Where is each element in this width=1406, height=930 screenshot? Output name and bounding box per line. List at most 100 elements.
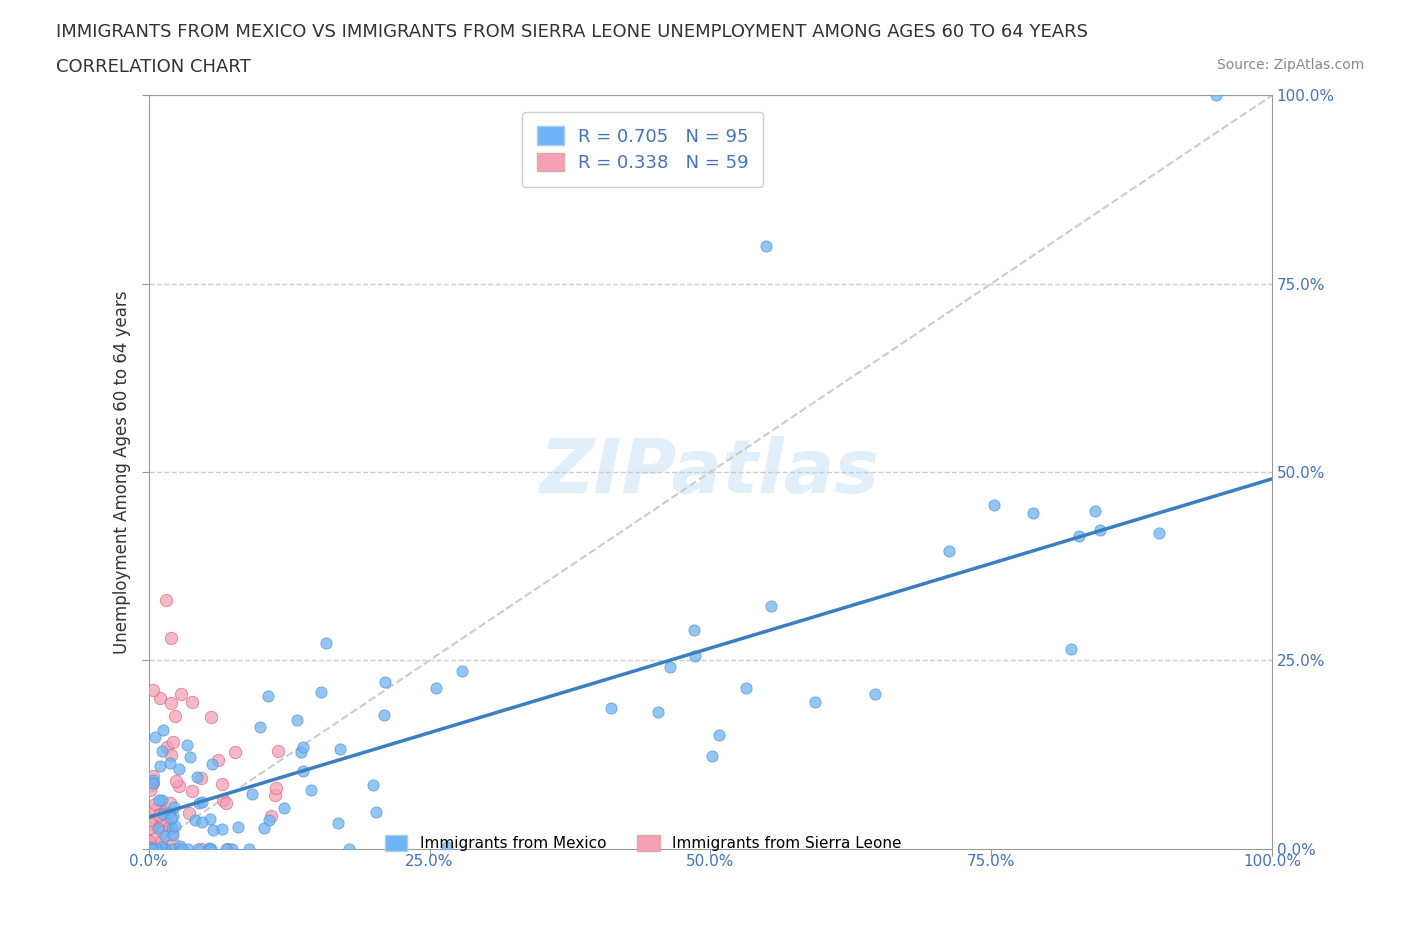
Point [1088,523,1111,538]
Point [148,792,170,807]
Point [337,842,360,857]
Point [190,815,212,830]
Point [170,842,193,857]
Point [160,821,183,836]
Point [201,756,224,771]
Point [759,598,782,613]
Point [238,842,260,857]
Point [157,805,180,820]
Point [260,808,283,823]
Point [139,777,162,792]
Point [198,841,221,856]
Point [257,812,280,827]
Point [150,839,173,854]
Point [145,830,167,844]
Point [162,837,184,852]
Point [179,805,201,820]
Point [200,710,222,724]
Point [166,842,188,857]
Point [150,834,173,849]
Point [187,842,209,857]
Point [152,842,174,857]
Point [190,842,212,857]
Point [152,825,174,840]
Point [167,778,190,793]
Point [226,819,249,834]
Point [309,684,332,699]
Point [138,841,160,856]
Text: ZIPatlas: ZIPatlas [540,435,880,509]
Point [165,818,187,833]
Point [139,842,162,857]
Point [436,840,458,855]
Point [273,800,295,815]
Point [143,802,166,817]
Point [256,689,278,704]
Point [143,797,166,812]
Point [139,842,162,857]
Point [361,777,384,792]
Point [181,695,204,710]
Point [162,828,184,843]
Point [142,776,165,790]
Point [863,686,886,701]
Point [141,842,163,857]
Point [374,675,396,690]
Point [253,820,276,835]
Point [198,842,221,857]
Point [1084,504,1107,519]
Point [200,842,222,857]
Point [148,807,170,822]
Point [150,792,173,807]
Point [153,842,176,857]
Point [159,819,181,834]
Point [159,755,181,770]
Point [291,764,314,778]
Text: IMMIGRANTS FROM MEXICO VS IMMIGRANTS FROM SIERRA LEONE UNEMPLOYMENT AMONG AGES 6: IMMIGRANTS FROM MEXICO VS IMMIGRANTS FRO… [56,23,1088,41]
Point [160,631,183,645]
Point [707,727,730,742]
Point [804,694,827,709]
Point [146,820,169,835]
Point [267,744,290,759]
Point [249,720,271,735]
Point [755,239,778,254]
Point [138,833,160,848]
Point [290,745,312,760]
Point [181,784,204,799]
Point [162,808,184,823]
Point [139,782,162,797]
Point [165,708,187,723]
Point [451,663,474,678]
Point [160,826,183,841]
Point [156,817,179,831]
Point [425,680,447,695]
Point [215,795,238,810]
Point [200,812,222,827]
Point [150,811,173,826]
Point [201,822,224,837]
Point [211,792,233,807]
Point [149,759,172,774]
Point [160,748,183,763]
Point [242,787,264,802]
Point [215,842,238,857]
Point [190,771,212,786]
Point [149,842,172,857]
Point [264,780,287,795]
Point [187,795,209,810]
Point [224,744,246,759]
Point [264,788,287,803]
Y-axis label: Unemployment Among Ages 60 to 64 years: Unemployment Among Ages 60 to 64 years [114,290,131,654]
Point [211,777,233,791]
Point [152,806,174,821]
Point [155,592,177,607]
Point [186,769,208,784]
Point [600,700,623,715]
Point [211,822,233,837]
Point [285,712,308,727]
Point [152,744,174,759]
Point [329,741,352,756]
Point [373,708,395,723]
Point [159,796,181,811]
